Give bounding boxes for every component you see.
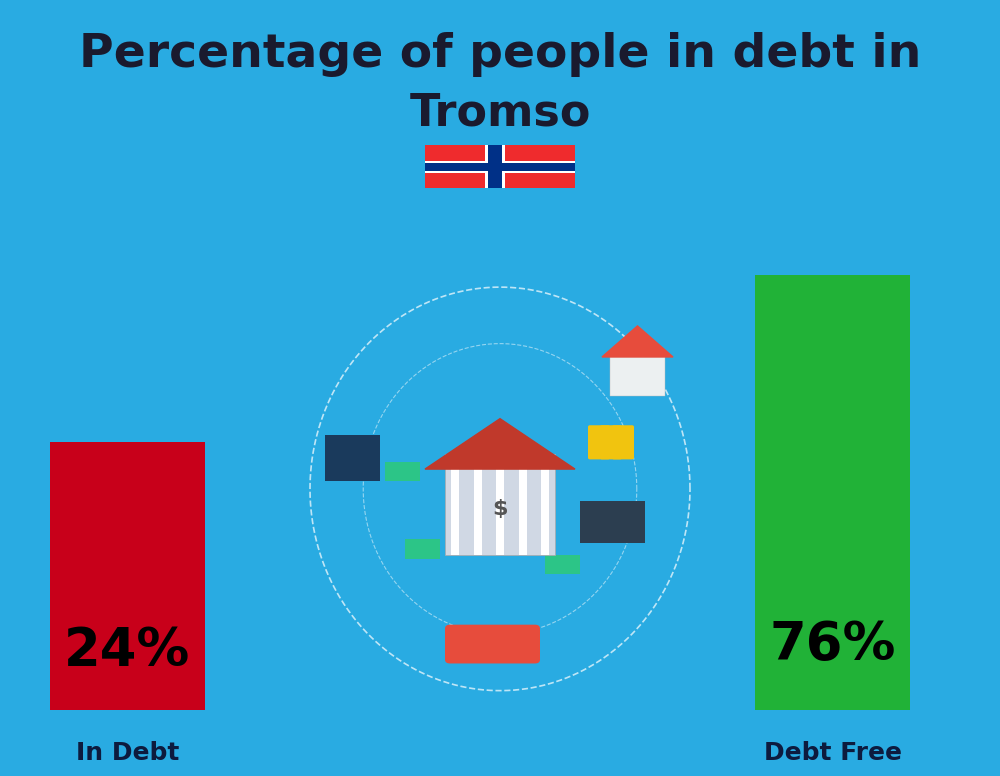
FancyBboxPatch shape: [588, 425, 610, 459]
FancyBboxPatch shape: [541, 469, 549, 555]
FancyBboxPatch shape: [496, 469, 504, 555]
Text: Debt Free: Debt Free: [764, 741, 902, 764]
Text: 76%: 76%: [769, 618, 896, 671]
FancyBboxPatch shape: [488, 145, 502, 188]
Text: 24%: 24%: [64, 625, 191, 677]
FancyBboxPatch shape: [50, 442, 205, 710]
FancyBboxPatch shape: [445, 625, 540, 663]
FancyBboxPatch shape: [425, 145, 575, 188]
FancyBboxPatch shape: [425, 163, 575, 171]
FancyBboxPatch shape: [425, 163, 575, 171]
FancyBboxPatch shape: [488, 145, 502, 188]
Text: $: $: [492, 500, 508, 519]
FancyBboxPatch shape: [610, 357, 665, 396]
FancyBboxPatch shape: [445, 454, 555, 555]
FancyBboxPatch shape: [425, 161, 575, 173]
Polygon shape: [425, 419, 575, 469]
FancyBboxPatch shape: [385, 462, 420, 481]
Text: Percentage of people in debt in: Percentage of people in debt in: [79, 32, 921, 77]
FancyBboxPatch shape: [484, 145, 505, 188]
FancyBboxPatch shape: [325, 435, 380, 481]
FancyBboxPatch shape: [612, 425, 634, 459]
Text: In Debt: In Debt: [76, 741, 179, 764]
FancyBboxPatch shape: [545, 555, 580, 574]
FancyBboxPatch shape: [518, 469, 526, 555]
Text: Tromso: Tromso: [409, 91, 591, 134]
Polygon shape: [602, 326, 673, 357]
FancyBboxPatch shape: [755, 275, 910, 710]
FancyBboxPatch shape: [600, 425, 622, 459]
FancyBboxPatch shape: [405, 539, 440, 559]
FancyBboxPatch shape: [451, 469, 459, 555]
FancyBboxPatch shape: [474, 469, 482, 555]
FancyBboxPatch shape: [580, 501, 645, 543]
